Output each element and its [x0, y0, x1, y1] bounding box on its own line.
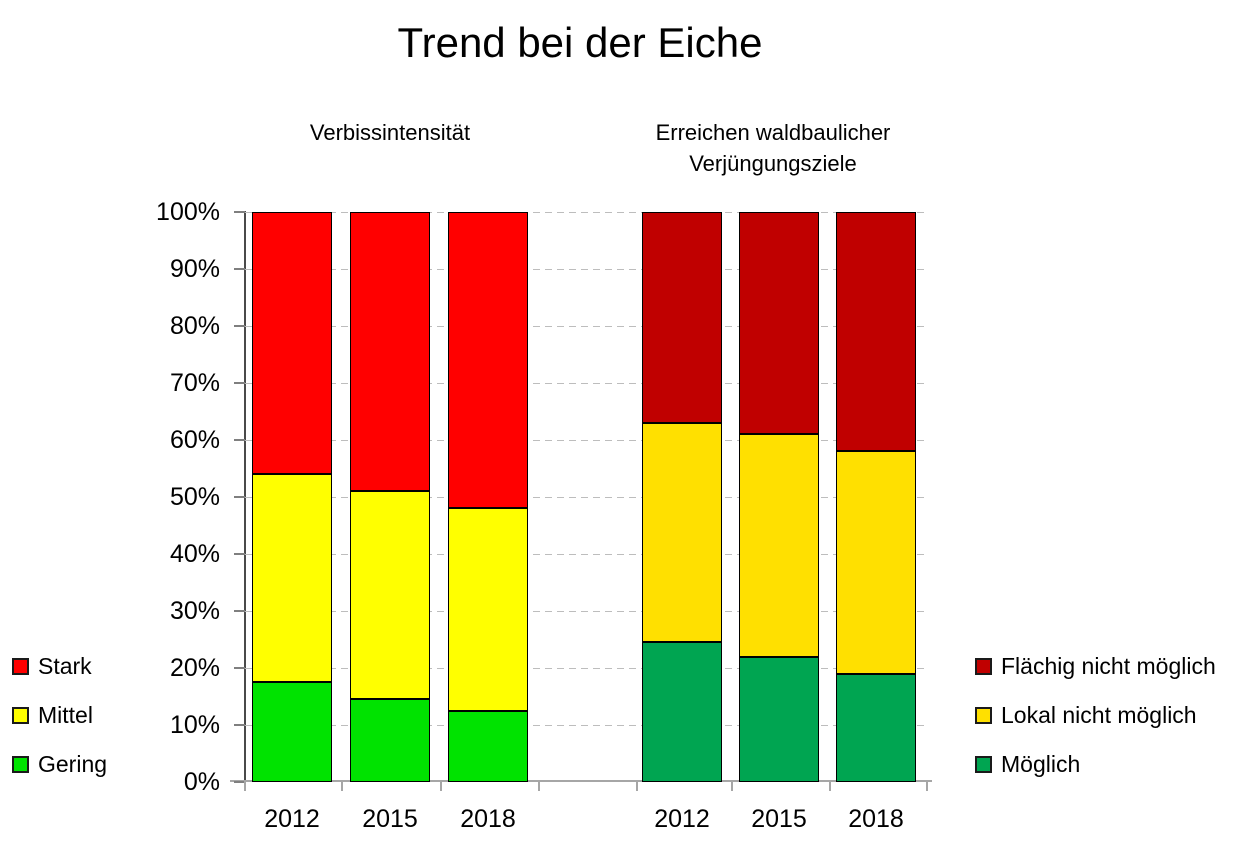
y-axis-tick-label: 80%: [169, 312, 220, 340]
legend-item-stark: Stark: [12, 651, 92, 681]
gridline-20pct: [245, 668, 928, 669]
legend-item-lokal-nicht-möglich: Lokal nicht möglich: [975, 700, 1197, 730]
legend-color-swatch: [12, 706, 29, 724]
y-axis-tick: [234, 610, 245, 612]
x-axis-tick: [341, 780, 343, 791]
legend-left: Stark Mittel Gering: [12, 651, 242, 821]
legend-label: Gering: [38, 751, 108, 777]
y-axis-tick-label: 50%: [169, 483, 220, 511]
right-chart-subtitle: Erreichen waldbaulicher Verjüngungsziele: [625, 117, 921, 179]
legend-label: Lokal nicht möglich: [1001, 702, 1197, 728]
x-axis-line: [230, 780, 932, 782]
gridline-70pct: [245, 383, 928, 384]
y-axis-tick: [234, 724, 245, 726]
x-axis-tick: [829, 780, 831, 791]
y-axis-tick: [234, 439, 245, 441]
y-axis-tick-label: 60%: [169, 426, 220, 454]
bar-segment-gering: [350, 699, 430, 782]
gridline-80pct: [245, 326, 928, 327]
legend-label: Möglich: [1001, 751, 1081, 777]
gridline-60pct: [245, 440, 928, 441]
y-axis-tick-label: 10%: [169, 711, 220, 739]
y-axis-tick-label: 70%: [169, 369, 220, 397]
bar-segment-möglich: [642, 642, 722, 782]
right-chart-subtitle-line2: Verjüngungsziele: [689, 151, 857, 176]
x-axis-label: 2015: [751, 805, 807, 833]
legend-item-flächig-nicht-möglich: Flächig nicht möglich: [975, 651, 1216, 681]
bar-segment-mittel: [252, 474, 332, 683]
legend-color-swatch: [975, 755, 992, 773]
bar-segment-lokal-nicht-möglich: [642, 422, 722, 643]
legend-color-swatch: [975, 657, 992, 675]
gridline-100pct: [245, 212, 928, 213]
legend-color-swatch: [975, 706, 992, 724]
y-axis-tick-label: 0%: [183, 768, 220, 796]
y-axis-tick-label: 100%: [156, 198, 220, 226]
x-axis-tick: [731, 780, 733, 791]
legend-right: Flächig nicht möglich Lokal nicht möglich…: [975, 651, 1236, 821]
bar-segment-flächig-nicht-möglich: [739, 212, 819, 435]
gridline-50pct: [245, 497, 928, 498]
x-axis-tick: [926, 780, 928, 791]
legend-color-swatch: [12, 755, 29, 773]
bar-segment-stark: [448, 212, 528, 509]
x-axis-label: 2018: [460, 805, 516, 833]
y-axis-tick: [234, 382, 245, 384]
gridline-30pct: [245, 611, 928, 612]
bar-segment-möglich: [739, 656, 819, 782]
left-chart-subtitle: Verbissintensität: [309, 120, 471, 145]
bar-segment-möglich: [836, 673, 916, 782]
y-axis-tick: [234, 496, 245, 498]
right-chart-subtitle-line1: Erreichen waldbaulicher: [655, 120, 891, 145]
y-axis-tick-label: 30%: [169, 597, 220, 625]
legend-item-mittel: Mittel: [12, 700, 93, 730]
x-axis-label: 2018: [848, 805, 904, 833]
y-axis-labels: 0% 10% 20% 30% 40% 50% 60% 70% 80% 90% 100%: [128, 0, 220, 851]
x-axis-tick: [636, 780, 638, 791]
bar-segment-flächig-nicht-möglich: [836, 212, 916, 452]
bar-segment-gering: [448, 710, 528, 782]
gridline-90pct: [245, 269, 928, 270]
x-axis-tick: [440, 780, 442, 791]
bar-segment-mittel: [448, 508, 528, 711]
legend-color-swatch: [12, 657, 29, 675]
bar-segment-lokal-nicht-möglich: [836, 451, 916, 674]
x-axis-label: 2012: [264, 805, 320, 833]
y-axis-tick: [234, 211, 245, 213]
x-axis-label: 2015: [362, 805, 418, 833]
y-axis-tick-label: 90%: [169, 255, 220, 283]
bar-segment-stark: [252, 212, 332, 475]
y-axis-tick-label: 20%: [169, 654, 220, 682]
y-axis-tick: [234, 325, 245, 327]
bar-segment-gering: [252, 682, 332, 782]
y-axis-tick: [234, 781, 245, 783]
plot-area: [245, 212, 928, 782]
chart-title: Trend bei der Eiche: [397, 19, 763, 66]
gridline-40pct: [245, 554, 928, 555]
legend-label: Flächig nicht möglich: [1001, 653, 1216, 679]
y-axis-tick-label: 40%: [169, 540, 220, 568]
legend-label: Stark: [38, 653, 92, 679]
bar-segment-mittel: [350, 491, 430, 700]
gridline-10pct: [245, 725, 928, 726]
legend-label: Mittel: [38, 702, 93, 728]
y-axis-tick: [234, 667, 245, 669]
legend-item-gering: Gering: [12, 749, 107, 779]
bar-segment-stark: [350, 212, 430, 492]
y-axis-tick: [234, 553, 245, 555]
y-axis-tick: [234, 268, 245, 270]
bar-segment-flächig-nicht-möglich: [642, 212, 722, 423]
x-axis-tick: [244, 780, 246, 791]
x-axis-label: 2012: [654, 805, 710, 833]
x-axis-tick: [538, 780, 540, 791]
bar-segment-lokal-nicht-möglich: [739, 434, 819, 657]
legend-item-möglich: Möglich: [975, 749, 1080, 779]
